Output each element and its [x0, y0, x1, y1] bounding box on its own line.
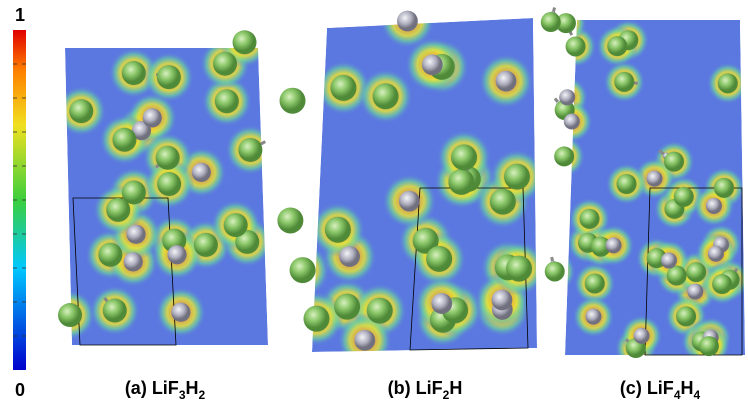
- lithium-atom: [559, 89, 575, 105]
- fluorine-atom: [585, 273, 605, 293]
- fluorine-atom: [664, 152, 684, 172]
- fluorine-atom: [676, 306, 696, 326]
- lithium-atom: [399, 191, 420, 212]
- fluorine-atom: [290, 257, 316, 283]
- fluorine-atom: [712, 274, 732, 294]
- fluorine-atom: [504, 164, 530, 190]
- lithium-atom: [687, 284, 703, 300]
- lithium-atom: [706, 198, 722, 214]
- fluorine-atom: [699, 336, 719, 356]
- fluorine-atom: [506, 256, 532, 282]
- fluorine-atom: [238, 138, 262, 162]
- lithium-atom: [606, 237, 622, 253]
- fluorine-atom: [667, 266, 687, 286]
- formula-subscript: 4: [694, 388, 701, 402]
- lithium-atom: [397, 11, 418, 32]
- fluorine-atom: [545, 261, 565, 281]
- lithium-atom: [339, 246, 360, 267]
- elf-panel: [530, 1, 748, 369]
- fluorine-atom: [157, 172, 181, 196]
- panel-label: (c): [620, 378, 647, 398]
- fluorine-atom: [103, 299, 127, 323]
- lithium-atom: [124, 252, 143, 271]
- fluorine-atom: [58, 303, 82, 327]
- fluorine-atom: [614, 72, 634, 92]
- formula-text: LiF: [416, 378, 443, 398]
- fluorine-atom: [490, 189, 516, 215]
- colorbar-min-label: 0: [15, 380, 25, 400]
- fluorine-atom: [98, 243, 122, 267]
- fluorine-atom: [106, 198, 130, 222]
- panel-caption: (c) LiF4H4: [620, 378, 701, 402]
- fluorine-atom: [541, 12, 561, 32]
- fluorine-atom: [224, 213, 248, 237]
- fluorine-atom: [325, 217, 351, 243]
- formula-text: LiF: [647, 378, 674, 398]
- fluorine-atom: [373, 83, 399, 109]
- lithium-atom: [431, 293, 452, 314]
- lithium-atom: [422, 54, 443, 75]
- lithium-atom: [564, 114, 580, 130]
- lithium-atom: [492, 290, 513, 311]
- formula-text: H: [449, 378, 462, 398]
- panel-caption: (b) LiF2H: [388, 378, 463, 402]
- elf-maps: [45, 0, 748, 369]
- fluorine-atom: [280, 88, 306, 114]
- lithium-atom: [496, 71, 517, 92]
- formula-text: H: [186, 378, 199, 398]
- fluorine-atom: [122, 61, 146, 85]
- figure: 1 0 (a) LiF3H2 (b) LiF2H (c) LiF4H4: [0, 0, 748, 409]
- lithium-atom: [167, 245, 186, 264]
- fluorine-atom: [334, 294, 360, 320]
- fluorine-atom: [367, 298, 393, 324]
- fluorine-atom: [554, 146, 574, 166]
- lithium-atom: [354, 330, 375, 351]
- panel-caption: (a) LiF3H2: [125, 378, 206, 402]
- fluorine-atom: [213, 52, 237, 76]
- fluorine-atom: [194, 233, 218, 257]
- lithium-atom: [634, 328, 650, 344]
- lithium-atom: [126, 225, 145, 244]
- lithium-atom: [192, 163, 211, 182]
- panel-label: (b): [388, 378, 416, 398]
- fluorine-atom: [215, 89, 239, 113]
- lithium-atom: [647, 171, 663, 187]
- formula-subscript: 2: [199, 388, 206, 402]
- formula-text: LiF: [152, 378, 179, 398]
- fluorine-atom: [233, 30, 257, 54]
- fluorine-atom: [156, 146, 180, 170]
- fluorine-atom: [330, 75, 356, 101]
- fluorine-atom: [607, 36, 627, 56]
- lithium-atom: [171, 303, 190, 322]
- formula-text: H: [681, 378, 694, 398]
- elf-panel: [263, 0, 546, 368]
- fluorine-atom: [617, 174, 637, 194]
- lithium-atom: [143, 108, 162, 127]
- fluorine-atom: [686, 262, 706, 282]
- fluorine-atom: [277, 207, 303, 233]
- fluorine-atom: [451, 144, 477, 170]
- fluorine-atom: [426, 246, 452, 272]
- fluorine-atom: [157, 65, 181, 89]
- lithium-atom: [661, 253, 677, 269]
- lithium-atom: [708, 246, 724, 262]
- fluorine-atom: [674, 187, 694, 207]
- fluorine-atom: [303, 306, 329, 332]
- lithium-atom: [586, 309, 602, 325]
- fluorine-atom: [566, 36, 586, 56]
- fluorine-atom: [580, 209, 600, 229]
- elf-panel: [45, 17, 276, 345]
- fluorine-atom: [69, 99, 93, 123]
- colorbar-max-label: 1: [15, 5, 25, 25]
- fluorine-atom: [718, 73, 738, 93]
- fluorine-atom: [448, 169, 474, 195]
- panel-label: (a): [125, 378, 152, 398]
- fluorine-atom: [714, 178, 734, 198]
- fluorine-atom: [112, 128, 136, 152]
